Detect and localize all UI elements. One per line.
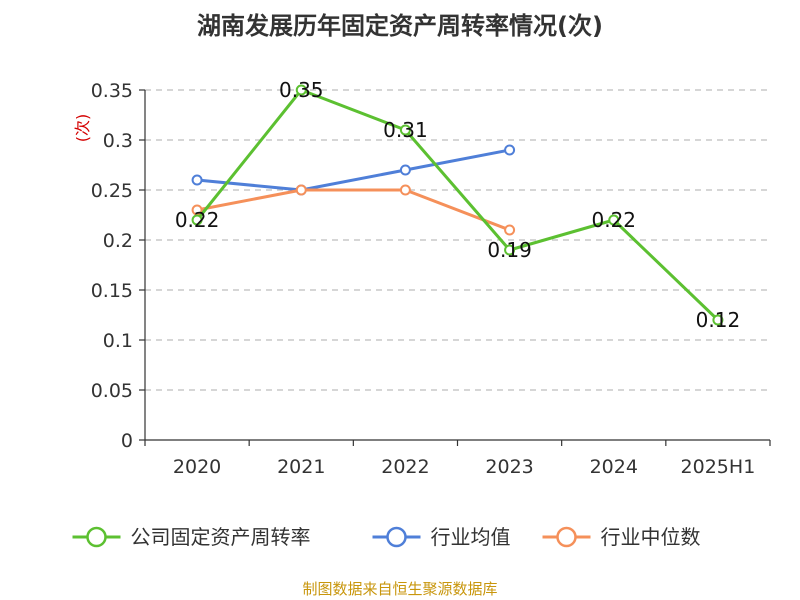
y-tick-label: 0.3: [103, 130, 133, 152]
legend-item[interactable]: 行业中位数: [542, 525, 701, 549]
data-point: [504, 144, 516, 156]
y-tick-label: 0.15: [91, 280, 133, 302]
data-point: [399, 124, 411, 136]
legend-label: 行业均值: [431, 525, 511, 549]
x-tick-label: 2021: [277, 456, 325, 478]
source-note: 制图数据来自恒生聚源数据库: [302, 580, 497, 598]
grid-lines: [145, 89, 770, 391]
data-point: [712, 314, 724, 326]
data-point: [191, 174, 203, 186]
data-labels: 0.22 0.35 0.31 0.19 0.22 0.12: [175, 78, 740, 332]
legend-circle-marker: [86, 526, 107, 548]
data-point: [399, 164, 411, 176]
x-tick-label: 2024: [590, 456, 638, 478]
series-lines: [191, 84, 724, 326]
x-tick-label: 2025H1: [681, 456, 756, 478]
data-point: [295, 84, 307, 96]
chart-title: 湖南发展历年固定资产周转率情况(次): [197, 12, 603, 40]
series-line: [195, 188, 512, 232]
legend-label: 公司固定资产周转率: [131, 525, 311, 549]
data-point: [504, 224, 516, 236]
data-label: 0.22: [175, 208, 220, 232]
x-tick-label: 2022: [381, 456, 429, 478]
y-tick-label: 0.35: [91, 80, 133, 102]
data-point: [608, 214, 620, 226]
data-point: [399, 184, 411, 196]
data-point: [191, 214, 203, 226]
data-point: [504, 244, 516, 256]
data-point: [295, 184, 307, 196]
legend-circle-marker: [556, 526, 577, 548]
legend: 公司固定资产周转率 行业均值 行业中位数: [72, 525, 701, 549]
series-line: [195, 88, 720, 322]
x-tick-label: 2020: [173, 456, 221, 478]
legend-item[interactable]: 公司固定资产周转率: [72, 525, 311, 549]
y-axis-unit-label: (次): [73, 114, 92, 143]
data-label: 0.31: [383, 118, 428, 142]
legend-circle-marker: [386, 526, 407, 548]
legend-item[interactable]: 行业均值: [372, 525, 511, 549]
data-label: 0.12: [696, 308, 741, 332]
data-label: 0.35: [279, 78, 324, 102]
legend-label: 行业中位数: [601, 525, 701, 549]
y-tick-label: 0.05: [91, 380, 133, 402]
y-tick-label: 0.1: [103, 330, 133, 352]
data-label: 0.22: [591, 208, 636, 232]
y-tick-label: 0: [121, 430, 133, 452]
series-line: [195, 148, 512, 192]
x-tick-label: 2023: [485, 456, 533, 478]
y-tick-label: 0.2: [103, 230, 133, 252]
axes: 0 0.05 0.1 0.15 0.2 0.25 0.3 0.35 2020 2021 2022 20…: [91, 80, 771, 478]
data-label: 0.19: [487, 238, 532, 262]
y-tick-label: 0.25: [91, 180, 133, 202]
